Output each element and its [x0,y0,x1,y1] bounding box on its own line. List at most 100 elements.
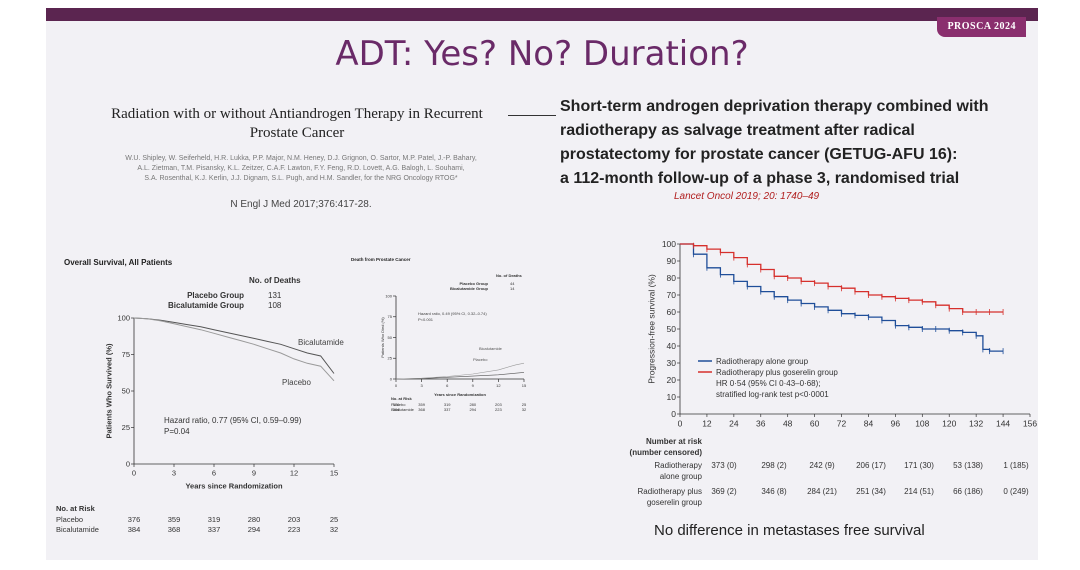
x-tick-label: 3 [172,469,176,478]
x-tick-label: 0 [395,383,398,388]
right-study-title-line: radiotherapy as salvage treatment after … [560,122,915,139]
right-study-citation: Lancet Oncol 2019; 20: 1740–49 [674,191,820,202]
x-tick-label: 48 [783,419,793,429]
risk-value: 171 (30) [904,461,934,470]
deaths-value: 131 [268,291,282,300]
risk-value: 294 [248,525,261,534]
deaths-value: 14 [510,286,515,291]
x-tick-label: 144 [996,419,1010,429]
deaths-header: No. of Deaths [496,273,523,278]
y-axis-label: Patients Who Died (%) [380,317,385,358]
deaths-header: No. of Deaths [249,276,301,285]
risk-value: 373 (0) [711,461,737,470]
x-tick-label: 84 [864,419,874,429]
chart-title: Death from Prostate Cancer [351,257,411,262]
chart-title: Overall Survival, All Patients [64,258,173,267]
x-tick-label: 12 [702,419,712,429]
series-label: Bicalutamide [298,338,344,347]
risk-header: Number at risk [646,437,703,446]
progression-free-survival-chart: 0 10 20 30 40 50 60 70 80 90 100 0 12 24 36 48 60 72 84 96 1… [630,239,1038,507]
risk-value: 298 (2) [761,461,787,470]
risk-row-label: Bicalutamide [391,407,415,412]
series-label: Placebo [473,357,488,362]
y-tick-label: 75 [122,350,130,359]
y-tick-label: 50 [388,335,393,340]
risk-value: 25 [330,515,338,524]
risk-value: 66 (186) [953,487,983,496]
risk-row-label: Placebo [391,402,406,407]
x-tick-label: 15 [330,469,338,478]
risk-value: 223 [288,525,301,534]
y-tick-label: 70 [667,290,677,300]
y-axis-label: Patients Who Survived (%) [105,343,114,439]
risk-value: 368 [168,525,181,534]
risk-value: 280 [248,515,261,524]
risk-value: 206 (17) [856,461,886,470]
risk-value: 337 [444,407,451,412]
hazard-ratio-text: stratified log-rank test p<0·0001 [716,390,829,399]
left-study-title: Radiation with or without Antiandrogen T… [82,105,512,143]
x-axis-label: Years since Randomization [434,392,486,397]
deaths-group-label: Bicalutamide Group [450,286,489,291]
author-line: A.L. Zietman, T.M. Pisansky, K.L. Zeitze… [137,165,465,172]
risk-value: 25 [522,402,527,407]
slide-title: ADT: Yes? No? Duration? [335,34,749,74]
author-line: W.U. Shipley, W. Seiferheld, H.R. Lukka,… [125,155,477,162]
x-tick-label: 60 [810,419,820,429]
risk-value: 214 (51) [904,487,934,496]
x-tick-label: 6 [212,469,216,478]
risk-value: 0 (249) [1003,487,1029,496]
slide: PROSCA 2024 ADT: Yes? No? Duration? Radi… [46,8,1038,560]
risk-value: 203 [288,515,301,524]
x-tick-label: 3 [420,383,423,388]
deaths-group-label: Bicalutamide Group [168,301,244,310]
y-tick-label: 90 [667,256,677,266]
risk-value: 251 (34) [856,487,886,496]
x-tick-label: 9 [252,469,256,478]
x-tick-label: 0 [678,419,683,429]
x-tick-label: 36 [756,419,766,429]
risk-row-label: Radiotherapy plus [638,487,702,496]
y-tick-label: 0 [126,460,130,469]
risk-value: 319 [208,515,221,524]
top-bar [46,8,1038,21]
death-prostate-cancer-chart: Death from Prostate Cancer No. of Deaths P… [351,257,527,412]
left-study-citation: N Engl J Med 2017;376:417-28. [230,199,372,210]
x-tick-label: 156 [1023,419,1037,429]
risk-row-label: Bicalutamide [56,525,99,534]
series-label: Bicalutamide [479,346,503,351]
risk-value: 337 [208,525,221,534]
right-study-title-line: prostatectomy for prostate cancer (GETUG… [560,146,958,163]
risk-value: 1 (185) [1003,461,1029,470]
hazard-ratio-text: HR 0·54 (95% CI 0·43–0·68); [716,379,821,388]
risk-value: 319 [444,402,451,407]
x-tick-label: 96 [891,419,901,429]
risk-value: 359 [168,515,181,524]
y-tick-label: 60 [667,307,677,317]
risk-value: 32 [522,407,527,412]
y-axis-label: Progression-free survival (%) [647,274,657,384]
risk-value: 32 [330,525,338,534]
x-tick-label: 72 [837,419,847,429]
y-tick-label: 20 [667,375,677,385]
risk-value: 53 (138) [953,461,983,470]
left-study-authors: W.U. Shipley, W. Seiferheld, H.R. Lukka,… [86,154,516,184]
x-tick-label: 12 [496,383,501,388]
deaths-value: 108 [268,301,282,310]
hazard-ratio-text: Hazard ratio, 0.49 (95% CI, 0.32–0.74) [418,311,487,316]
risk-value: 369 (2) [711,487,737,496]
y-tick-label: 25 [388,356,393,361]
risk-row-label: goserelin group [647,498,703,507]
series-label: Placebo [282,378,311,387]
y-tick-label: 0 [390,376,393,381]
deaths-value: 44 [510,281,515,286]
series-line [680,243,1004,313]
hazard-ratio-text: P=0.04 [164,427,190,436]
risk-header: No. at Risk [391,396,412,401]
risk-value: 223 [495,407,502,412]
y-tick-label: 25 [122,423,130,432]
deaths-group-label: Placebo Group [460,281,489,286]
right-study-title-line: a 112-month follow-up of a phase 3, rand… [560,170,960,187]
series-line [133,317,335,382]
author-line: S.A. Rosenthal, K.J. Kerlin, J.J. Dignam… [144,175,458,182]
